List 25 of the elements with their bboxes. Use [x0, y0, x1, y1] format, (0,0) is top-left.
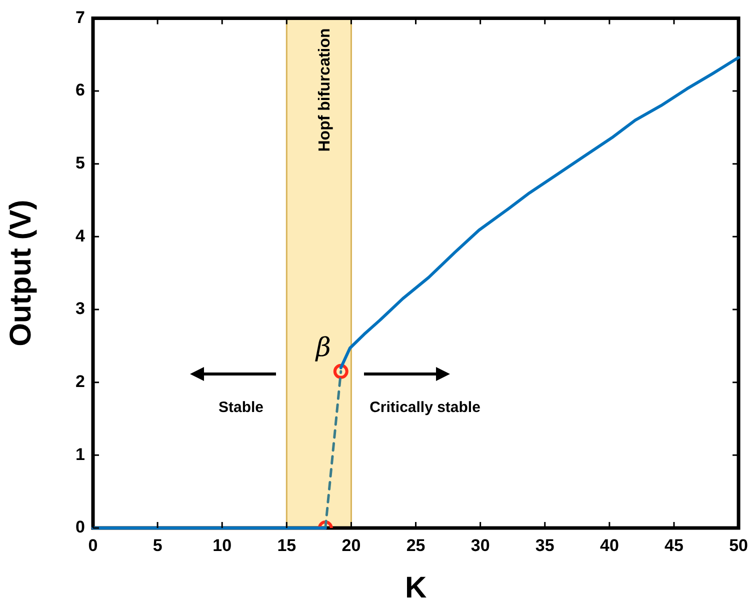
x-tick-label: 30 — [470, 536, 490, 555]
y-tick-label: 1 — [76, 444, 85, 464]
x-axis-title: K — [404, 571, 427, 604]
x-tick-label: 5 — [152, 536, 162, 555]
x-tick-label: 25 — [406, 536, 426, 555]
x-tick-label: 10 — [212, 536, 232, 555]
x-tick-label: 20 — [342, 536, 361, 555]
y-axis-title: Output (V) — [4, 200, 38, 346]
y-tick-label: 3 — [76, 299, 85, 318]
x-tick-label: 0 — [88, 536, 98, 555]
x-tick-label: 40 — [600, 536, 619, 555]
x-tick-label: 15 — [277, 536, 296, 555]
y-tick-label: 0 — [76, 518, 85, 537]
x-tick-label: 35 — [535, 536, 554, 555]
x-tick-label: 50 — [729, 536, 748, 555]
annotation: Critically stable — [370, 399, 480, 416]
annotation: Stable — [218, 399, 264, 416]
annotation: β — [314, 333, 331, 364]
y-tick-label: 6 — [76, 80, 85, 100]
x-tick-label: 45 — [664, 536, 684, 555]
y-tick-label: 2 — [76, 372, 85, 392]
y-tick-label: 5 — [76, 154, 85, 173]
y-tick-label: 4 — [76, 226, 86, 246]
band-label: Hopf bifurcation — [316, 28, 334, 152]
y-tick-label: 7 — [76, 8, 85, 27]
